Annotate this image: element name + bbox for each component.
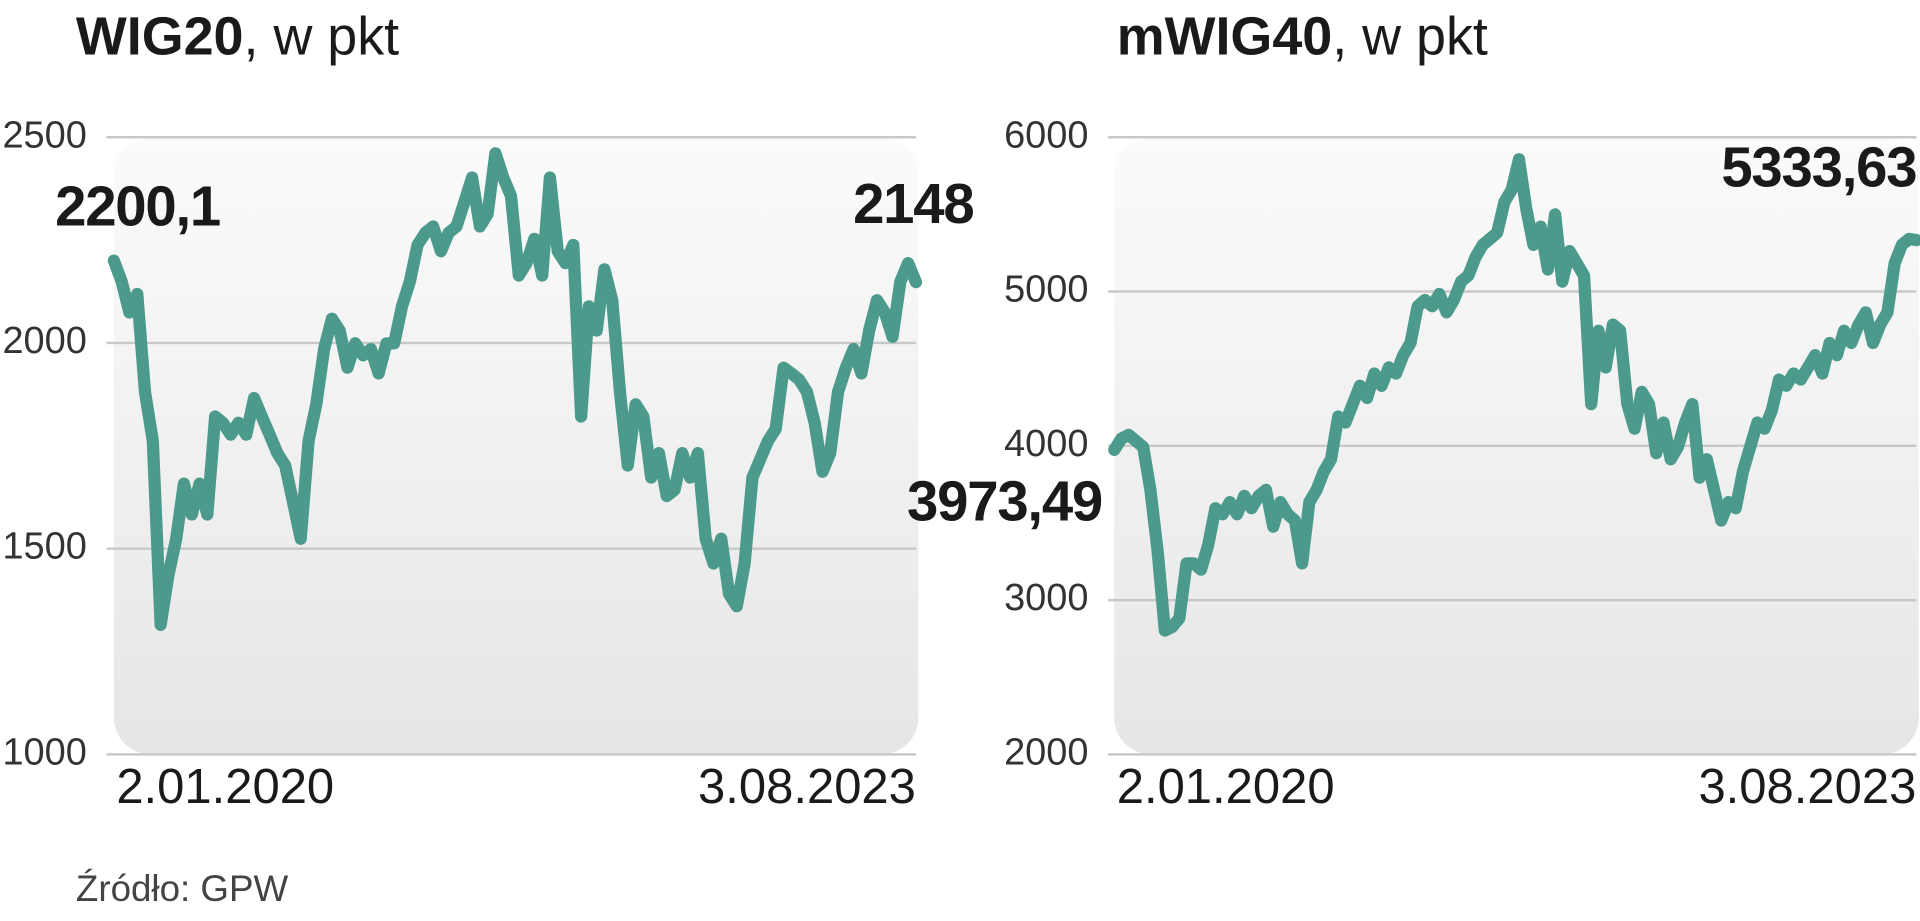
value-label: 5333,63 [1721,135,1916,198]
title-main: WIG20 [76,7,244,67]
source: Źródło: GPW [76,868,289,909]
value-label: 2200,1 [55,175,220,238]
x-tick-label: 3.08.2023 [1698,760,1916,814]
title-unit: , w pkt [1332,7,1488,67]
y-tick-label: 2000 [1004,731,1088,773]
x-tick-label: 3.08.2023 [698,760,916,814]
index-line [107,147,923,631]
value-label: 3973,49 [907,470,1102,533]
chart-title: mWIG40, w pkt [1117,7,1488,67]
index-line [1108,153,1920,637]
y-tick-label: 4000 [1004,423,1088,465]
title-unit: , w pkt [244,7,400,67]
x-tick-label: 2.01.2020 [116,760,334,814]
y-tick-label: 5000 [1004,269,1088,311]
y-tick-label: 6000 [1004,114,1088,156]
plot-background [113,137,919,755]
y-tick-label: 2500 [2,114,86,156]
y-tick-label: 1500 [2,526,86,568]
value-label: 2148 [853,172,973,235]
y-tick-label: 1000 [2,731,86,773]
title-main: mWIG40 [1117,7,1333,67]
y-tick-label: 2000 [2,320,86,362]
y-tick-label: 3000 [1004,577,1088,619]
x-tick-label: 2.01.2020 [1117,760,1335,814]
chart-title: WIG20, w pkt [76,7,399,67]
